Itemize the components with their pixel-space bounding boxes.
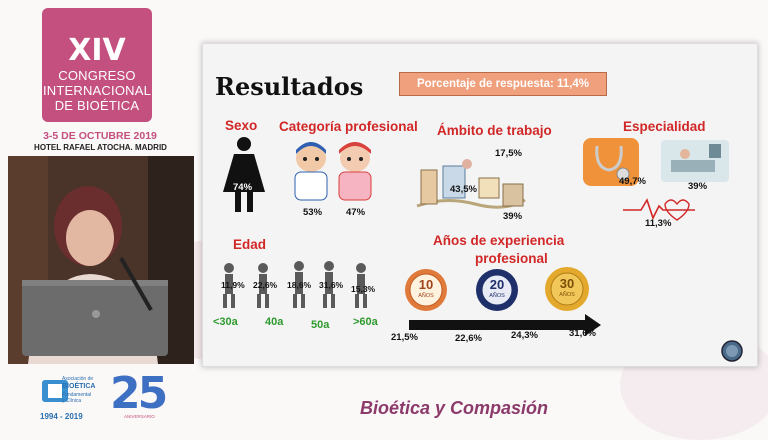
- logo-org-2: BIOÉTICA: [62, 383, 96, 390]
- experiencia-value-2: 22,6%: [455, 333, 482, 344]
- stethoscope-icon: [583, 138, 639, 186]
- hospital-room-icon: [661, 140, 729, 182]
- ambito-value-3: 39%: [503, 211, 523, 222]
- woman-icon: [223, 137, 265, 212]
- edad-heading: Edad: [233, 237, 267, 252]
- especialidad-heading: Especialidad: [623, 119, 706, 134]
- doctor-icon: [294, 142, 328, 201]
- twenty-years-number: 20: [489, 277, 505, 292]
- edad-value-2: 22,6%: [253, 280, 278, 290]
- response-rate-box: Porcentaje de respuesta: 11,4%: [399, 72, 607, 96]
- heartbeat-icon: [623, 198, 695, 221]
- sexo-heading: Sexo: [225, 118, 258, 133]
- slide-nav-button[interactable]: [721, 340, 743, 362]
- thirty-years-number: 30: [559, 276, 575, 291]
- twenty-years-text: AÑOS: [489, 293, 505, 299]
- nurse-icon: [338, 142, 372, 201]
- edad-label-1: <30a: [213, 316, 238, 328]
- experiencia-heading-1: Años de experiencia: [433, 233, 565, 248]
- age-figures-icon: [223, 261, 367, 308]
- edad-value-5: 15,3%: [351, 284, 376, 294]
- categoria-nurse-value: 47%: [346, 207, 366, 218]
- logo-org-1: Asociación de: [62, 376, 94, 382]
- edad-value-4: 31,6%: [319, 280, 344, 290]
- congress-number: XIV: [68, 33, 126, 68]
- edad-label-2: 40a: [265, 316, 284, 328]
- edad-label-4: >60a: [353, 316, 378, 328]
- experience-arrow: [409, 314, 601, 336]
- categoria-heading: Categoría profesional: [279, 119, 418, 134]
- congress-line1: CONGRESO: [58, 68, 136, 83]
- edad-value-3: 18,6%: [287, 280, 312, 290]
- logo-years: 1994 - 2019: [40, 412, 83, 421]
- especialidad-value-1: 49,7%: [619, 176, 646, 187]
- ten-years-badge-icon: [405, 269, 447, 311]
- especialidad-value-3: 11,3%: [645, 218, 672, 229]
- workplace-illustration: [416, 159, 526, 209]
- experiencia-value-3: 24,3%: [511, 330, 538, 341]
- ten-years-text: AÑOS: [418, 293, 434, 299]
- especialidad-value-2: 39%: [688, 181, 708, 192]
- logo-anniversary-number: 25: [110, 368, 168, 419]
- ambito-value-2: 43,5%: [450, 184, 477, 195]
- footer-motto: Bioética y Compasión: [360, 398, 549, 418]
- experiencia-heading-2: profesional: [475, 251, 548, 266]
- association-logo: Asociación de BIOÉTICA Fundamental y Clí…: [40, 368, 170, 426]
- sexo-value: 74%: [233, 182, 253, 193]
- thirty-years-badge-icon: [545, 267, 589, 311]
- congress-line3: DE BIOÉTICA: [54, 98, 140, 113]
- speaker-video: [8, 156, 194, 364]
- edad-value-1: 11,9%: [221, 280, 245, 290]
- categoria-doctor-value: 53%: [303, 207, 323, 218]
- thirty-years-text: AÑOS: [559, 292, 575, 298]
- congress-badge: XIV CONGRESO INTERNACIONAL DE BIOÉTICA: [42, 8, 152, 122]
- experiencia-value-4: 31,6%: [569, 328, 596, 339]
- ambito-value-1: 17,5%: [495, 148, 522, 159]
- logo-org-3: Fundamental: [62, 392, 92, 398]
- logo-org-4: y Clínica: [62, 398, 82, 404]
- congress-dates: 3-5 DE OCTUBRE 2019: [43, 130, 157, 142]
- presentation-slide: Resultados Porcentaje de respuesta: 11,4…: [202, 43, 758, 367]
- experiencia-value-1: 21,5%: [391, 332, 418, 343]
- congress-line2: INTERNACIONAL: [42, 83, 152, 98]
- ten-years-number: 10: [418, 277, 434, 292]
- edad-label-3: 50a: [311, 319, 330, 331]
- twenty-years-badge-icon: [476, 269, 518, 311]
- ambito-heading: Ámbito de trabajo: [437, 123, 552, 138]
- association-logo-icon: [42, 380, 68, 402]
- slide-title: Resultados: [215, 72, 364, 101]
- logo-anniversary-word: ANIVERSARIO: [124, 414, 155, 419]
- congress-venue: HOTEL RAFAEL ATOCHA. MADRID: [34, 143, 167, 152]
- speaker-video-frame: [8, 156, 194, 364]
